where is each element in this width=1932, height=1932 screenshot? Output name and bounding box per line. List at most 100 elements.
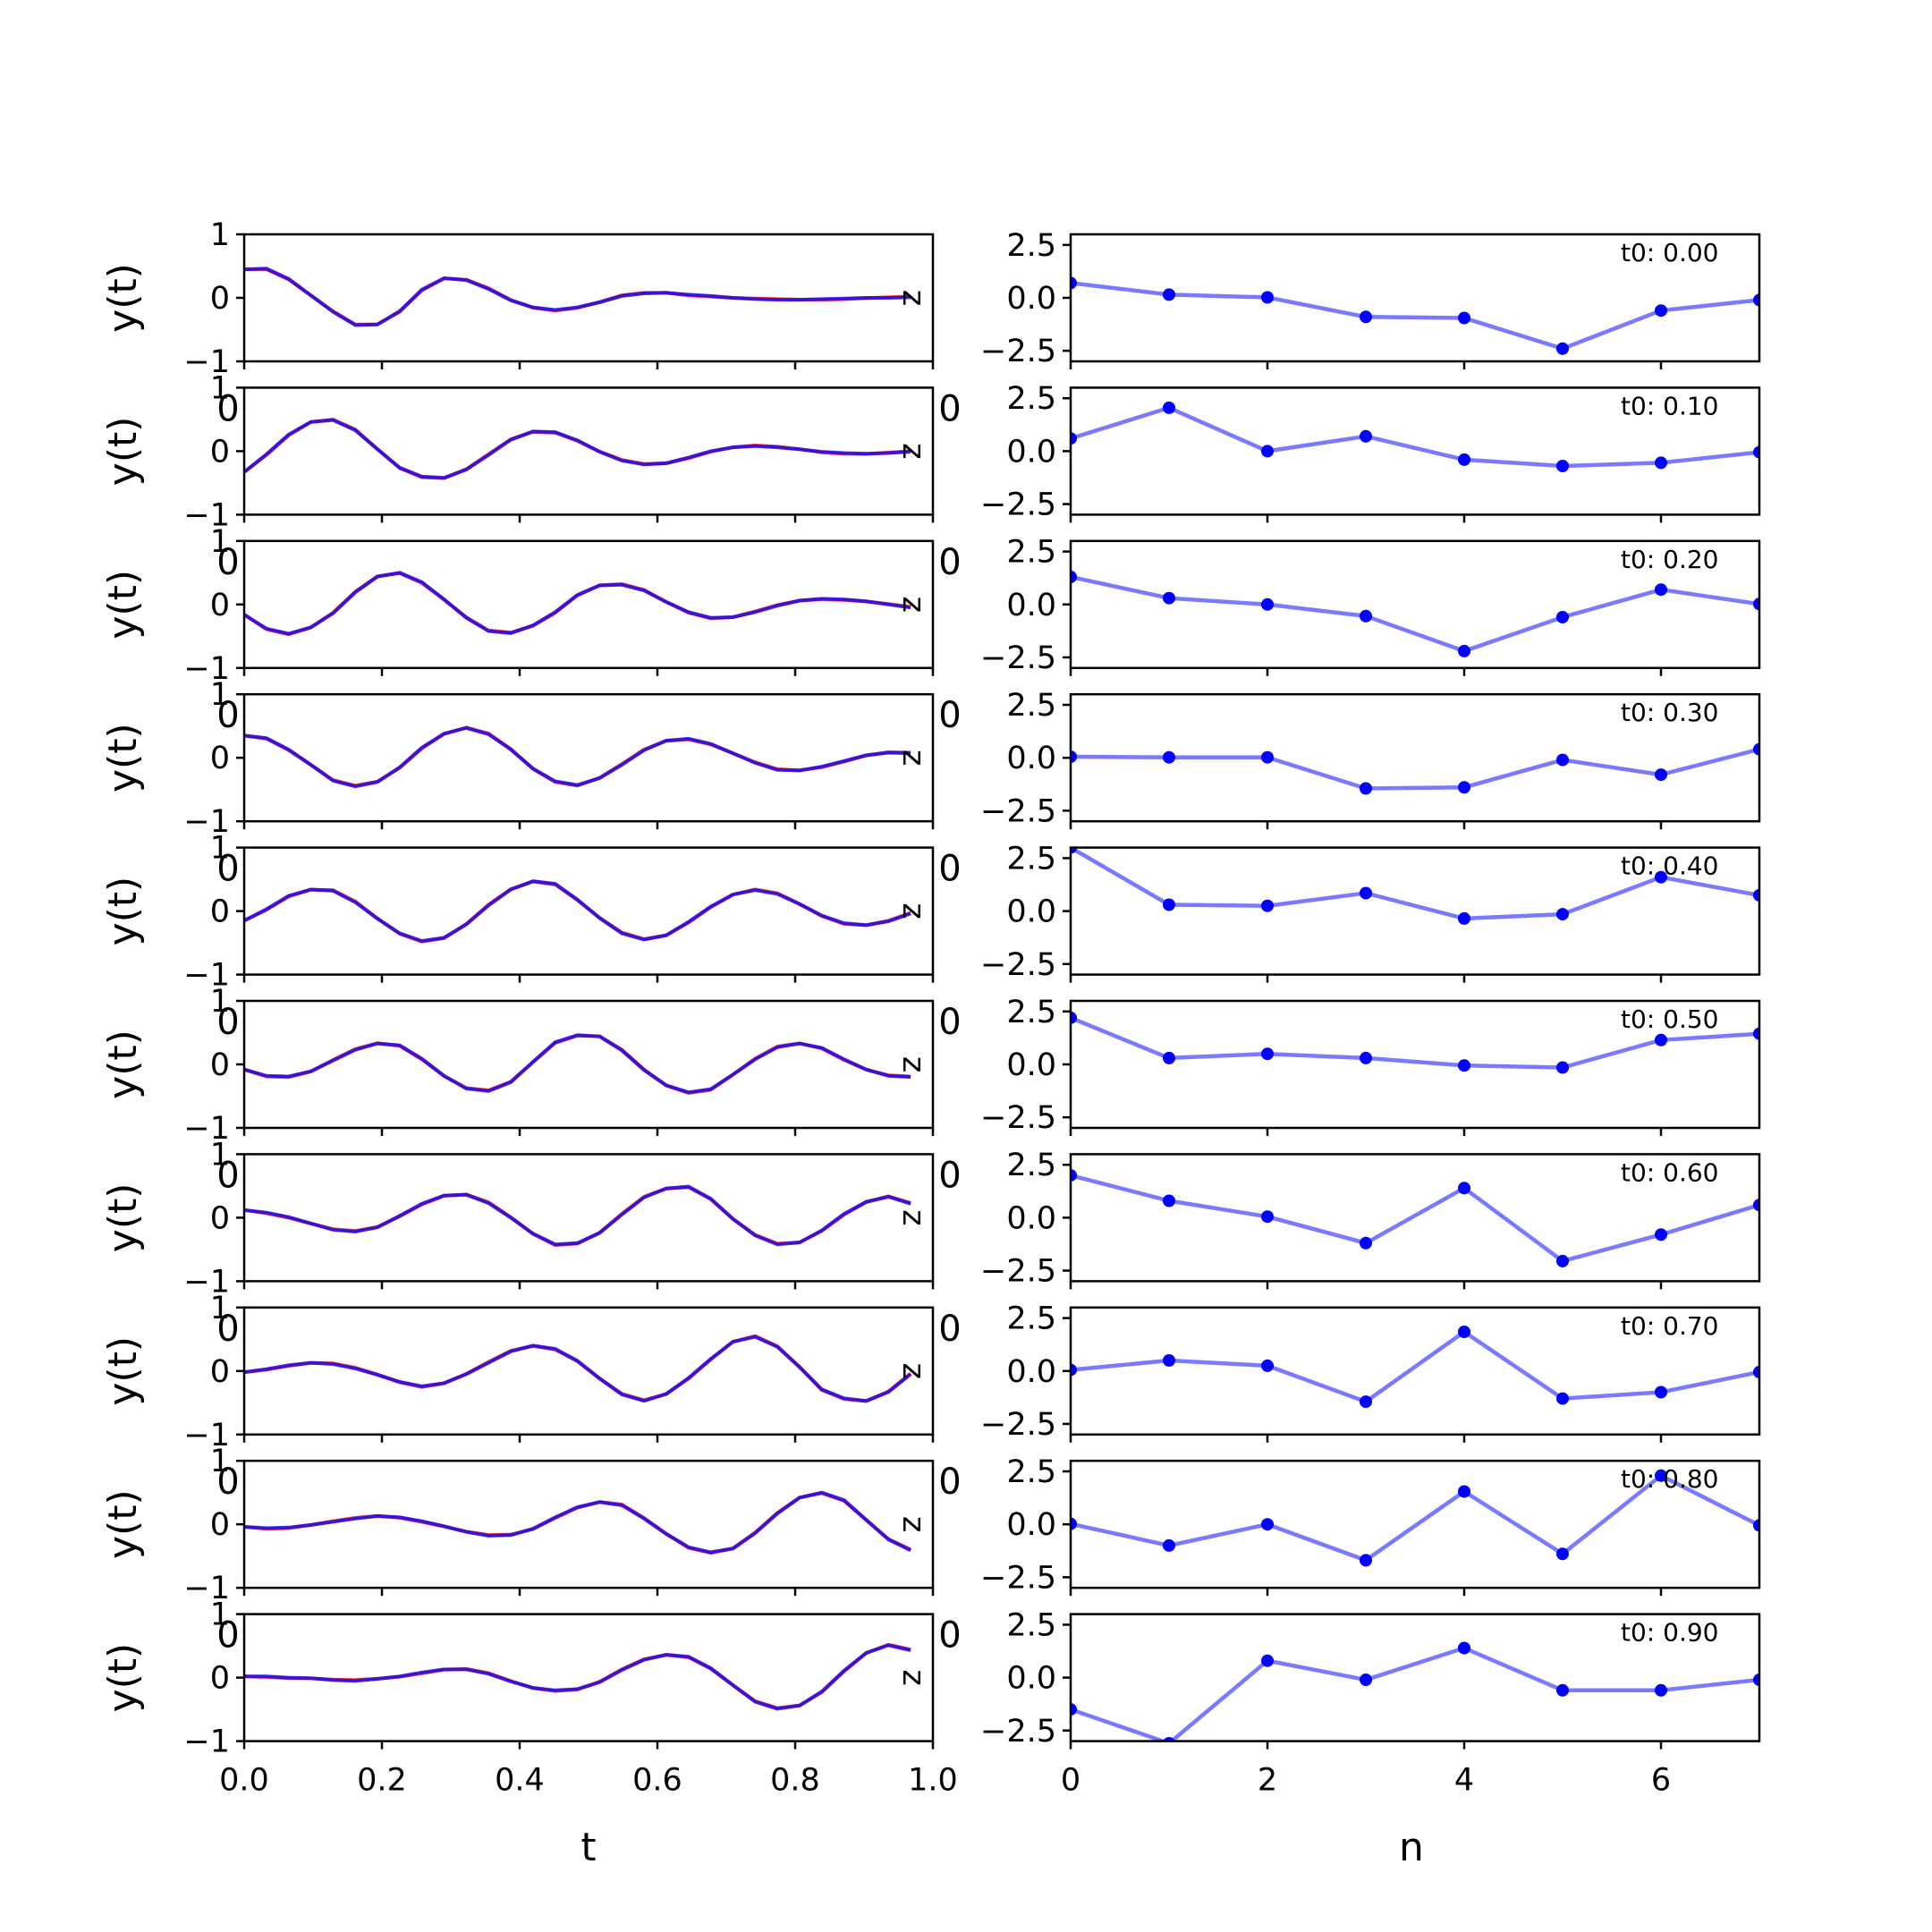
left-y-tick-label: −1	[183, 1111, 230, 1147]
left-x-axis-label: t	[580, 1825, 596, 1870]
right-subplot-4: 0 −2.5 0.0 2.5 t0: 0.40	[938, 841, 1761, 983]
right-series-point	[1458, 1641, 1470, 1655]
right-series-point	[1261, 1654, 1274, 1667]
right-series-point	[1753, 888, 1759, 902]
right-series-point	[1071, 432, 1077, 445]
left-y-tick-label: 1	[210, 831, 230, 867]
left-series-blue-line	[244, 1033, 911, 1095]
right-axes-frame	[1069, 1459, 1761, 1589]
right-y-tick-label: 2.5	[1006, 1454, 1056, 1490]
right-series-point	[1556, 1547, 1569, 1561]
left-y-tick-label: 1	[210, 984, 230, 1020]
right-t0-annotation: t0: 0.40	[1621, 852, 1718, 881]
right-series-point	[1261, 1210, 1274, 1224]
right-y-tick-label: −2.5	[980, 487, 1056, 523]
right-y-tick-label: 2.5	[1006, 1301, 1056, 1337]
right-x-tick-label: 2	[1258, 1763, 1277, 1799]
left-y-tick-label: 1	[210, 1444, 230, 1479]
right-series-point	[1556, 1061, 1569, 1074]
right-t0-annotation: t0: 0.80	[1621, 1464, 1718, 1494]
left-stray-zero-label: 0	[216, 1155, 239, 1196]
left-axes-frame	[242, 1153, 935, 1283]
right-y-tick-label: −2.5	[980, 1254, 1056, 1290]
left-y-tick-label: 0	[210, 741, 230, 776]
right-series-point	[1163, 750, 1175, 764]
right-stray-zero-label: 0	[938, 1462, 961, 1503]
right-series-point	[1163, 1051, 1175, 1064]
right-stray-zero-label: 0	[938, 542, 961, 583]
left-stray-zero-label: 0	[216, 1002, 239, 1043]
right-y-tick-label: 0.0	[1006, 281, 1056, 317]
right-series-point	[1360, 1554, 1372, 1567]
right-series-point	[1753, 1027, 1759, 1040]
right-series-point	[1261, 899, 1274, 912]
right-axes-frame	[1069, 386, 1761, 516]
right-stray-zero-label: 0	[938, 695, 961, 736]
right-subplot-9: 0−2.50.02.50 2 4 6t0: 0.90	[938, 1607, 1761, 1799]
left-y-axis-label: y(t)	[100, 570, 146, 640]
right-series-point	[1163, 1354, 1175, 1367]
right-axes-frame	[1069, 233, 1761, 363]
right-subplot-0: −2.5 0.0 2.5 t0: 0.00	[980, 228, 1761, 369]
left-x-tick-label: 1.0	[908, 1763, 958, 1799]
right-series-point	[1556, 611, 1569, 623]
right-y-tick-label: 2.5	[1006, 1607, 1056, 1643]
left-y-tick-label: −1	[183, 1724, 230, 1760]
right-series-point	[1753, 293, 1759, 307]
left-z-marker: z	[895, 290, 931, 306]
right-y-tick-label: −2.5	[980, 947, 1056, 983]
right-series-point	[1655, 1228, 1667, 1241]
left-z-marker: z	[895, 1516, 931, 1532]
right-subplot-6: 0 −2.5 0.0 2.5 t0: 0.60	[938, 1148, 1761, 1290]
right-series-point	[1071, 1517, 1077, 1530]
right-t0-annotation: t0: 0.50	[1621, 1004, 1718, 1034]
right-series-point	[1163, 1194, 1175, 1208]
left-y-tick-label: 1	[210, 370, 230, 406]
left-y-tick-label: 1	[210, 524, 230, 560]
right-series-point	[1163, 288, 1175, 301]
right-series-point	[1261, 597, 1274, 611]
right-series-point	[1360, 1674, 1372, 1686]
right-y-tick-label: −2.5	[980, 640, 1056, 676]
left-y-tick-label: 1	[210, 217, 230, 253]
left-y-tick-label: −1	[183, 804, 230, 840]
right-y-tick-label: 2.5	[1006, 688, 1056, 724]
left-stray-zero-label: 0	[216, 388, 239, 429]
left-y-tick-label: 1	[210, 677, 230, 713]
right-y-tick-label: −2.5	[980, 334, 1056, 369]
right-series-point	[1261, 1518, 1274, 1531]
right-series-point	[1163, 401, 1175, 414]
right-t0-annotation: t0: 0.70	[1621, 1311, 1718, 1341]
right-series-point	[1360, 310, 1372, 324]
right-series-point	[1753, 742, 1759, 756]
right-y-tick-label: 0.0	[1006, 894, 1056, 930]
right-t0-annotation: t0: 0.20	[1621, 545, 1718, 574]
left-y-axis-label: y(t)	[100, 877, 146, 946]
left-subplot-0: −1 0 1 y(t) z	[100, 217, 935, 380]
left-x-tick-label: 0.2	[357, 1763, 407, 1799]
right-series-point	[1071, 276, 1077, 290]
left-z-marker: z	[895, 1209, 931, 1225]
right-series-point	[1360, 1236, 1372, 1250]
right-series-point	[1655, 870, 1667, 884]
right-series-point	[1458, 453, 1470, 466]
right-series-point	[1655, 456, 1667, 470]
right-y-tick-label: 2.5	[1006, 381, 1056, 417]
right-series-point	[1556, 342, 1569, 355]
left-y-tick-label: 1	[210, 1291, 230, 1326]
left-y-tick-label: 0	[210, 1047, 230, 1083]
right-subplot-8: 0 −2.5 0.0 2.5 t0: 0.80	[938, 1454, 1761, 1596]
right-t0-annotation: t0: 0.60	[1621, 1157, 1718, 1187]
right-series-point	[1655, 1385, 1667, 1399]
left-axes-frame	[242, 692, 935, 823]
left-y-tick-label: 1	[210, 1137, 230, 1173]
right-x-tick-label: 6	[1651, 1763, 1671, 1799]
right-y-tick-label: 0.0	[1006, 1507, 1056, 1543]
